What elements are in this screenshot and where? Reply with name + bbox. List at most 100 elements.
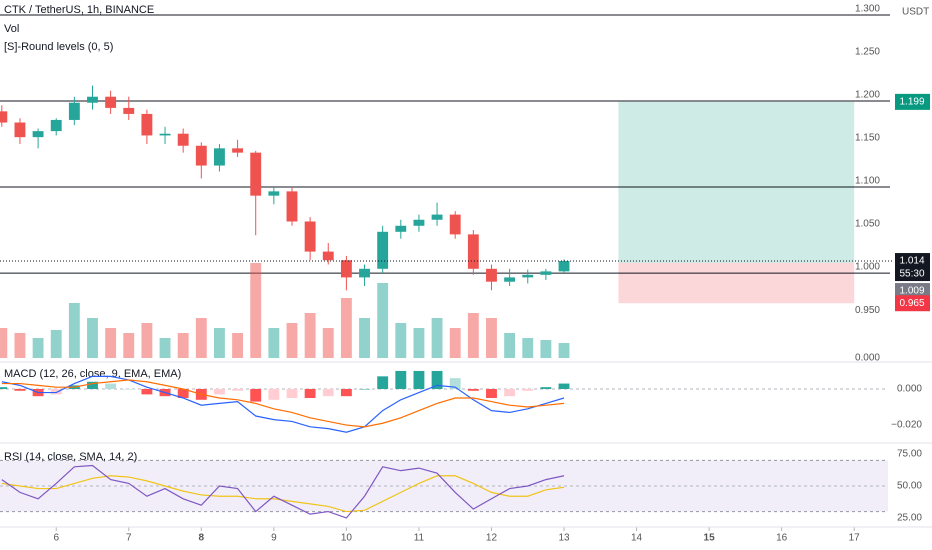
x-tick-label: 8 bbox=[199, 533, 205, 544]
volume-bar bbox=[32, 338, 44, 358]
volume-bar bbox=[159, 338, 171, 358]
rsi-tick-label: 25.00 bbox=[897, 513, 922, 524]
macd-title: MACD (12, 26, close, 9, EMA, EMA) bbox=[4, 368, 181, 380]
candle-body bbox=[504, 277, 516, 282]
macd-histogram-bar bbox=[395, 370, 407, 389]
x-tick-label: 12 bbox=[486, 533, 498, 544]
macd-histogram-bar bbox=[0, 387, 8, 389]
candle-body bbox=[68, 102, 80, 120]
macd-histogram-bar bbox=[322, 388, 334, 397]
candle-body bbox=[467, 234, 479, 269]
layer bbox=[0, 14, 890, 531]
candle-body bbox=[413, 219, 425, 226]
volume-bar bbox=[504, 333, 516, 358]
volume-bar bbox=[449, 328, 461, 358]
volume-bar bbox=[322, 328, 334, 358]
macd-tick-label: 0.000 bbox=[897, 384, 922, 395]
price-badge bbox=[895, 93, 930, 110]
price-badge-label: 1.014 bbox=[899, 256, 924, 267]
macd-histogram-bar bbox=[359, 388, 370, 390]
candle-body bbox=[449, 214, 461, 235]
macd-histogram-bar bbox=[268, 388, 280, 400]
candle-body bbox=[395, 225, 407, 232]
price-badge-label: 1.009 bbox=[899, 286, 924, 297]
candle-body bbox=[558, 261, 570, 272]
macd-histogram-bar bbox=[250, 388, 262, 402]
price-badge bbox=[895, 253, 930, 270]
macd-histogram-bar bbox=[467, 388, 479, 391]
candle-body bbox=[123, 107, 135, 114]
volume-bar bbox=[540, 340, 552, 358]
volume-bar bbox=[340, 298, 352, 358]
volume-bar bbox=[558, 343, 570, 358]
x-tick-label: 13 bbox=[558, 533, 570, 544]
volume-bar bbox=[359, 318, 370, 358]
macd-histogram-bar bbox=[486, 388, 497, 398]
indicator-label: [S]-Round levels (0, 5) bbox=[4, 41, 113, 53]
volume-bar bbox=[395, 323, 407, 358]
volume-bar bbox=[486, 318, 497, 358]
macd-histogram-bar bbox=[177, 388, 189, 398]
volume-bar bbox=[87, 318, 98, 358]
candle-body bbox=[0, 111, 8, 123]
x-tick-label: 7 bbox=[126, 533, 132, 544]
volume-bar bbox=[377, 283, 389, 358]
volume-bar bbox=[413, 328, 425, 358]
rsi-tick-label: 75.00 bbox=[897, 449, 922, 460]
candle-body bbox=[141, 113, 153, 136]
y-tick-label: 1.000 bbox=[855, 262, 880, 273]
volume-bar bbox=[214, 328, 225, 358]
volume-bar bbox=[50, 330, 62, 358]
candle-body bbox=[232, 148, 244, 153]
macd-histogram-bar bbox=[413, 370, 425, 389]
countdown-badge bbox=[895, 267, 930, 282]
currency-label: USDT bbox=[902, 7, 929, 18]
volume-bar bbox=[123, 333, 135, 358]
rsi-line bbox=[1, 464, 565, 519]
price-badge-label: 0.965 bbox=[899, 298, 924, 309]
candle-body bbox=[540, 271, 552, 275]
position-profit bbox=[618, 101, 855, 263]
macd-histogram-bar bbox=[449, 378, 461, 389]
x-tick-label: 14 bbox=[631, 533, 643, 544]
candle-body bbox=[304, 221, 316, 252]
volume-bar bbox=[105, 328, 117, 358]
y-tick-label: 1.200 bbox=[855, 90, 880, 101]
y-tick-label: 0.950 bbox=[855, 305, 880, 316]
candle-body bbox=[377, 231, 389, 269]
candle-body bbox=[159, 133, 171, 136]
countdown-label: 55:30 bbox=[899, 269, 924, 280]
macd-histogram-bar bbox=[286, 388, 298, 398]
volume-bar bbox=[250, 263, 262, 358]
volume-tick-label: 0.000 bbox=[855, 353, 880, 364]
x-tick-label: 16 bbox=[776, 533, 788, 544]
macd-histogram-bar bbox=[540, 387, 552, 389]
indicator-label: Vol bbox=[4, 23, 19, 35]
price-badge bbox=[895, 295, 930, 312]
macd-histogram-bar bbox=[50, 388, 62, 395]
candle-body bbox=[250, 152, 262, 196]
y-tick-label: 1.250 bbox=[855, 47, 880, 58]
volume-bar bbox=[522, 338, 534, 358]
macd-histogram-bar bbox=[522, 388, 534, 391]
x-tick-label: 10 bbox=[341, 533, 353, 544]
volume-bar bbox=[268, 328, 280, 358]
candle-body bbox=[32, 131, 44, 138]
candle-body bbox=[522, 274, 534, 278]
macd-histogram-bar bbox=[123, 388, 135, 390]
volume-bar bbox=[177, 333, 189, 358]
y-tick-label: 1.050 bbox=[855, 219, 880, 230]
candle-body bbox=[87, 96, 98, 103]
rsi-tick-label: 50.00 bbox=[897, 481, 922, 492]
volume-bar bbox=[286, 323, 298, 358]
x-tick-label: 17 bbox=[849, 533, 861, 544]
x-tick-label: 11 bbox=[414, 533, 425, 544]
candle-body bbox=[359, 268, 370, 278]
price-badge-label: 1.199 bbox=[899, 97, 924, 108]
volume-bar bbox=[232, 333, 244, 358]
macd-histogram-bar bbox=[304, 388, 316, 398]
macd-histogram-bar bbox=[87, 381, 98, 389]
